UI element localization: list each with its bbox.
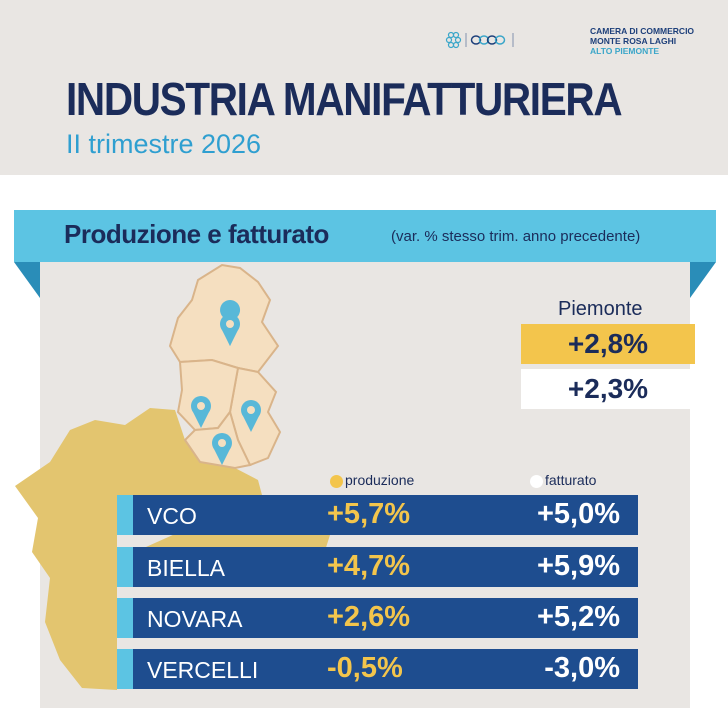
page-title: INDUSTRIA MANIFATTURIERA bbox=[66, 73, 623, 125]
legend-produzione: produzione bbox=[345, 472, 415, 488]
produzione-value: +5,7% bbox=[327, 498, 411, 530]
row-accent-tab bbox=[117, 495, 133, 535]
logo-line-2: MONTE ROSA LAGHI bbox=[590, 36, 677, 46]
row-accent-tab bbox=[117, 598, 133, 638]
piemonte-fatturato-value: +2,3% bbox=[521, 369, 695, 409]
map-pin-icon bbox=[212, 433, 232, 465]
map-pin-icon bbox=[241, 400, 261, 432]
section-title: Produzione e fatturato bbox=[64, 219, 329, 249]
province-name: NOVARA bbox=[147, 606, 243, 632]
page-subtitle: II trimestre 2026 bbox=[66, 129, 262, 159]
province-name: BIELLA bbox=[147, 555, 225, 581]
fatturato-value: +5,0% bbox=[536, 498, 620, 530]
province-row-vercelli: VERCELLI -0,5% -3,0% bbox=[117, 649, 638, 689]
section-ribbon bbox=[14, 210, 716, 262]
header-band bbox=[0, 0, 728, 175]
section-note: (var. % stesso trim. anno precedente) bbox=[391, 228, 641, 245]
logo-line-3: ALTO PIEMONTE bbox=[590, 46, 660, 56]
produzione-value: -0,5% bbox=[327, 652, 403, 684]
piemonte-label: Piemonte bbox=[558, 298, 643, 320]
province-row-biella: BIELLA +4,7% +5,9% bbox=[117, 547, 638, 587]
flower-logo-icon bbox=[445, 31, 462, 49]
province-name: VERCELLI bbox=[147, 657, 259, 683]
logo-line-1: CAMERA DI COMMERCIO bbox=[590, 26, 695, 36]
chain-logo-icon bbox=[470, 35, 506, 45]
fatturato-value: -3,0% bbox=[544, 652, 620, 684]
fatturato-value: +5,9% bbox=[536, 550, 620, 582]
ribbon-fold-right bbox=[690, 262, 716, 298]
chamber-logo bbox=[445, 31, 514, 49]
fatturato-dot-icon bbox=[530, 475, 543, 488]
map-pin-icon bbox=[220, 300, 241, 346]
produzione-value: +4,7% bbox=[327, 550, 411, 582]
fatturato-value: +5,2% bbox=[536, 601, 620, 633]
produzione-value: +2,6% bbox=[327, 601, 411, 633]
province-row-vco: VCO +5,7% +5,0% bbox=[117, 495, 638, 535]
chamber-logo-text: CAMERA DI COMMERCIO MONTE ROSA LAGHI ALT… bbox=[590, 26, 694, 56]
produzione-dot-icon bbox=[330, 475, 343, 488]
row-accent-tab bbox=[117, 547, 133, 587]
province-row-novara: NOVARA +2,6% +5,2% bbox=[117, 598, 638, 638]
map-pin-icon bbox=[191, 396, 211, 428]
piemonte-produzione-value: +2,8% bbox=[521, 324, 695, 364]
province-name: VCO bbox=[147, 503, 197, 529]
legend-fatturato: fatturato bbox=[545, 472, 597, 488]
row-accent-tab bbox=[117, 649, 133, 689]
ribbon-fold-left bbox=[14, 262, 40, 298]
